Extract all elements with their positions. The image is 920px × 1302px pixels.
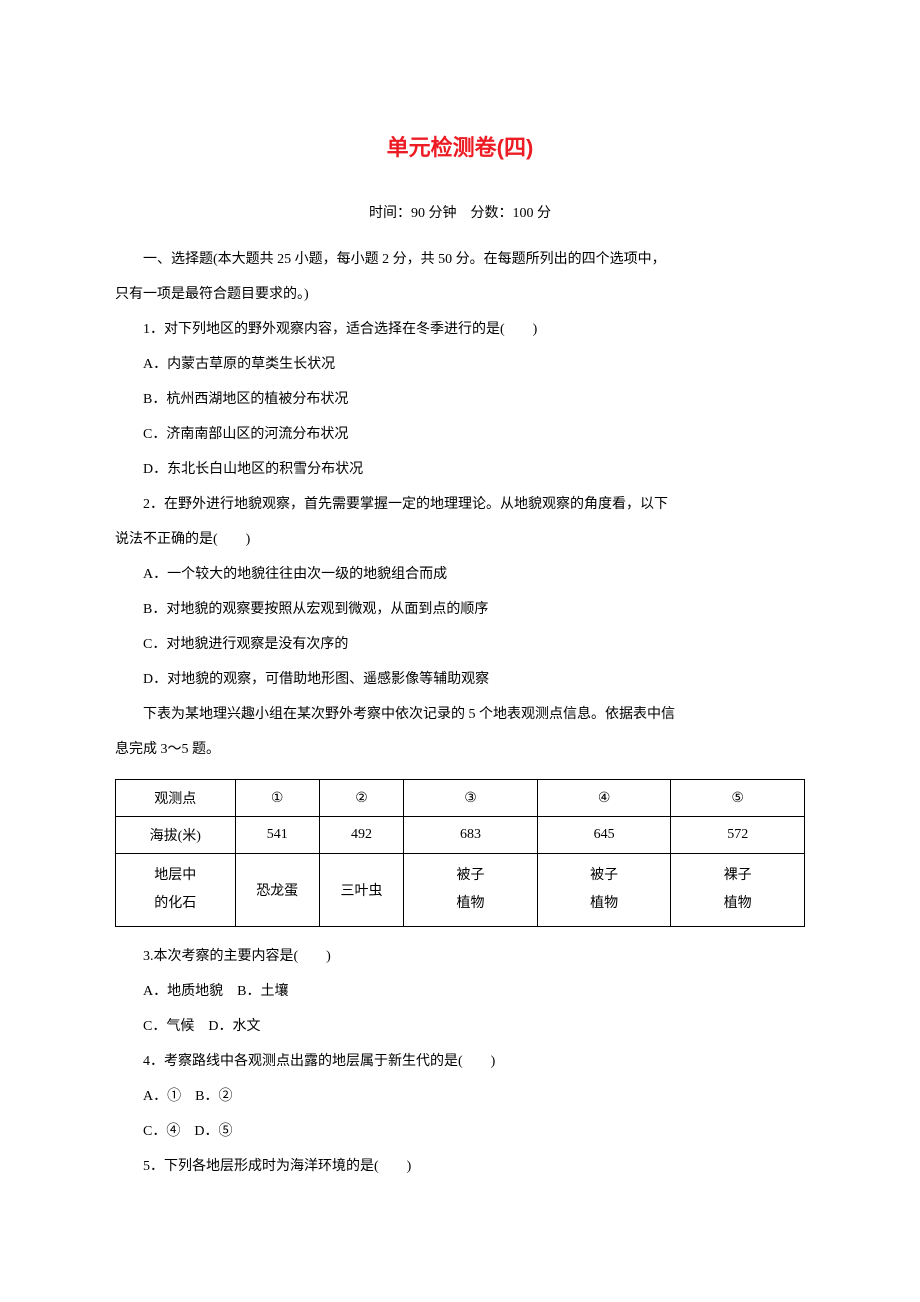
table-cell: 地层中的化石 <box>116 854 236 927</box>
table-cell: 541 <box>235 817 319 854</box>
table-cell: 683 <box>404 817 538 854</box>
table-cell: 海拔(米) <box>116 817 236 854</box>
observation-table: 观测点 ① ② ③ ④ ⑤ 海拔(米) 541 492 683 645 572 … <box>115 779 805 927</box>
table-cell: ⑤ <box>671 780 805 817</box>
fossil-label-1: 地层中 <box>154 868 196 883</box>
table-cell: ② <box>319 780 403 817</box>
table-cell: 645 <box>537 817 671 854</box>
table-cell: 被子植物 <box>537 854 671 927</box>
fossil-v5b: 植物 <box>724 896 752 911</box>
section-1-header: 一、选择题(本大题共 25 小题，每小题 2 分，共 50 分。在每题所列出的四… <box>115 242 805 277</box>
fossil-v4a: 被子 <box>590 868 618 883</box>
table-cell: ① <box>235 780 319 817</box>
table-intro: 下表为某地理兴趣小组在某次野外考察中依次记录的 5 个地表观测点信息。依据表中信 <box>115 697 805 732</box>
table-cell: 裸子植物 <box>671 854 805 927</box>
table-cell: 恐龙蛋 <box>235 854 319 927</box>
question-3-options-cd: C．气候 D．水文 <box>115 1009 805 1044</box>
table-cell: 492 <box>319 817 403 854</box>
question-5: 5．下列各地层形成时为海洋环境的是( ) <box>115 1149 805 1184</box>
table-cell: 观测点 <box>116 780 236 817</box>
question-4-options-ab: A．① B．② <box>115 1079 805 1114</box>
section-1-header-cont: 只有一项是最符合题目要求的。) <box>115 277 805 312</box>
question-1-option-d: D．东北长白山地区的积雪分布状况 <box>115 452 805 487</box>
question-3-options-ab: A．地质地貌 B．土壤 <box>115 974 805 1009</box>
table-cell: 572 <box>671 817 805 854</box>
table-intro-cont: 息完成 3～5 题。 <box>115 732 805 767</box>
fossil-v5a: 裸子 <box>724 868 752 883</box>
table-cell: 三叶虫 <box>319 854 403 927</box>
question-4: 4．考察路线中各观测点出露的地层属于新生代的是( ) <box>115 1044 805 1079</box>
table-cell: ④ <box>537 780 671 817</box>
question-2-cont: 说法不正确的是( ) <box>115 522 805 557</box>
page-title: 单元检测卷(四) <box>115 130 805 162</box>
fossil-v3a: 被子 <box>457 868 485 883</box>
fossil-v4b: 植物 <box>590 896 618 911</box>
question-2-option-a: A．一个较大的地貌往往由次一级的地貌组合而成 <box>115 557 805 592</box>
table-row-fossil: 地层中的化石 恐龙蛋 三叶虫 被子植物 被子植物 裸子植物 <box>116 854 805 927</box>
time-score-info: 时间：90 分钟 分数：100 分 <box>115 202 805 222</box>
question-2-option-b: B．对地貌的观察要按照从宏观到微观，从面到点的顺序 <box>115 592 805 627</box>
fossil-v3b: 植物 <box>457 896 485 911</box>
question-1: 1．对下列地区的野外观察内容，适合选择在冬季进行的是( ) <box>115 312 805 347</box>
table-row-elevation: 海拔(米) 541 492 683 645 572 <box>116 817 805 854</box>
table-cell: ③ <box>404 780 538 817</box>
table-cell: 被子植物 <box>404 854 538 927</box>
question-3: 3.本次考察的主要内容是( ) <box>115 939 805 974</box>
question-1-option-a: A．内蒙古草原的草类生长状况 <box>115 347 805 382</box>
question-2-option-d: D．对地貌的观察，可借助地形图、遥感影像等辅助观察 <box>115 662 805 697</box>
question-1-option-b: B．杭州西湖地区的植被分布状况 <box>115 382 805 417</box>
question-2: 2．在野外进行地貌观察，首先需要掌握一定的地理理论。从地貌观察的角度看，以下 <box>115 487 805 522</box>
fossil-label-2: 的化石 <box>154 896 196 911</box>
question-4-options-cd: C．④ D．⑤ <box>115 1114 805 1149</box>
table-row-header: 观测点 ① ② ③ ④ ⑤ <box>116 780 805 817</box>
question-2-option-c: C．对地貌进行观察是没有次序的 <box>115 627 805 662</box>
question-1-option-c: C．济南南部山区的河流分布状况 <box>115 417 805 452</box>
